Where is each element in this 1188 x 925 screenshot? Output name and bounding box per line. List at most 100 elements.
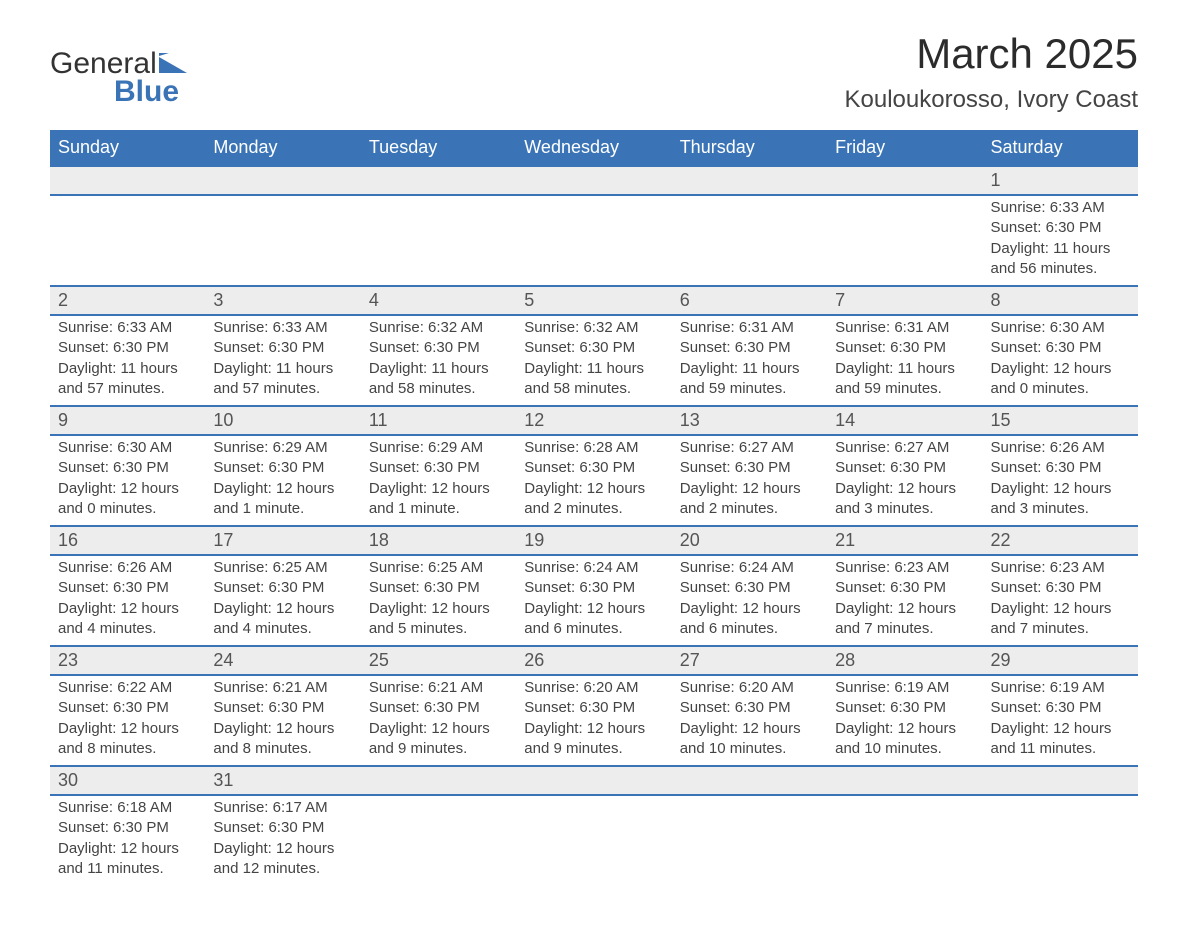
sunset-line: Sunset: 6:30 PM	[58, 458, 197, 478]
details-row: Sunrise: 6:18 AMSunset: 6:30 PMDaylight:…	[50, 795, 1138, 885]
day-number: 13	[672, 407, 827, 434]
sunrise-line: Sunrise: 6:33 AM	[58, 318, 197, 338]
daylight-line: Daylight: 12 hours and 11 minutes.	[58, 839, 197, 880]
day-cell-details: Sunrise: 6:24 AMSunset: 6:30 PMDaylight:…	[516, 555, 671, 646]
sunrise-line: Sunrise: 6:29 AM	[213, 438, 352, 458]
day-number: 2	[50, 287, 205, 314]
day-number: 14	[827, 407, 982, 434]
day-number: 23	[50, 647, 205, 674]
day-details: Sunrise: 6:20 AMSunset: 6:30 PMDaylight:…	[516, 676, 671, 765]
daynum-row: 3031	[50, 766, 1138, 795]
logo-word-2: Blue	[50, 76, 187, 108]
day-cell-num: 17	[205, 526, 360, 555]
sunrise-line: Sunrise: 6:17 AM	[213, 798, 352, 818]
sunset-line: Sunset: 6:30 PM	[369, 338, 508, 358]
day-number: 1	[983, 167, 1138, 194]
day-details: Sunrise: 6:31 AMSunset: 6:30 PMDaylight:…	[672, 316, 827, 405]
day-number: 5	[516, 287, 671, 314]
day-cell-num	[516, 766, 671, 795]
sunset-line: Sunset: 6:30 PM	[680, 338, 819, 358]
sunrise-line: Sunrise: 6:26 AM	[58, 558, 197, 578]
day-cell-details: Sunrise: 6:19 AMSunset: 6:30 PMDaylight:…	[983, 675, 1138, 766]
weekday-header: Thursday	[672, 130, 827, 166]
daylight-line: Daylight: 12 hours and 8 minutes.	[58, 719, 197, 760]
daylight-line: Daylight: 12 hours and 12 minutes.	[213, 839, 352, 880]
details-row: Sunrise: 6:33 AMSunset: 6:30 PMDaylight:…	[50, 195, 1138, 286]
sunrise-line: Sunrise: 6:24 AM	[680, 558, 819, 578]
day-cell-details	[516, 195, 671, 286]
sunrise-line: Sunrise: 6:21 AM	[369, 678, 508, 698]
sunrise-line: Sunrise: 6:32 AM	[524, 318, 663, 338]
weekday-header: Tuesday	[361, 130, 516, 166]
day-number: 10	[205, 407, 360, 434]
day-cell-num: 11	[361, 406, 516, 435]
daynum-row: 1	[50, 166, 1138, 195]
day-details: Sunrise: 6:33 AMSunset: 6:30 PMDaylight:…	[50, 316, 205, 405]
day-cell-num: 9	[50, 406, 205, 435]
calendar-body: 1 Sunrise: 6:33 AMSunset: 6:30 PMDayligh…	[50, 166, 1138, 885]
sunset-line: Sunset: 6:30 PM	[58, 818, 197, 838]
day-details: Sunrise: 6:33 AMSunset: 6:30 PMDaylight:…	[983, 196, 1138, 285]
day-cell-details	[361, 195, 516, 286]
daylight-line: Daylight: 12 hours and 0 minutes.	[58, 479, 197, 520]
day-cell-details	[516, 795, 671, 885]
day-details: Sunrise: 6:20 AMSunset: 6:30 PMDaylight:…	[672, 676, 827, 765]
details-row: Sunrise: 6:22 AMSunset: 6:30 PMDaylight:…	[50, 675, 1138, 766]
sunrise-line: Sunrise: 6:26 AM	[991, 438, 1130, 458]
day-cell-num: 29	[983, 646, 1138, 675]
month-title: March 2025	[845, 30, 1138, 78]
day-cell-num	[361, 766, 516, 795]
day-number: 28	[827, 647, 982, 674]
day-number: 27	[672, 647, 827, 674]
day-details: Sunrise: 6:31 AMSunset: 6:30 PMDaylight:…	[827, 316, 982, 405]
day-cell-details: Sunrise: 6:33 AMSunset: 6:30 PMDaylight:…	[50, 315, 205, 406]
day-details: Sunrise: 6:32 AMSunset: 6:30 PMDaylight:…	[516, 316, 671, 405]
day-number: 22	[983, 527, 1138, 554]
sunset-line: Sunset: 6:30 PM	[524, 698, 663, 718]
day-cell-num: 19	[516, 526, 671, 555]
sunrise-line: Sunrise: 6:27 AM	[680, 438, 819, 458]
daylight-line: Daylight: 12 hours and 2 minutes.	[524, 479, 663, 520]
day-cell-details: Sunrise: 6:33 AMSunset: 6:30 PMDaylight:…	[205, 315, 360, 406]
day-cell-num: 31	[205, 766, 360, 795]
day-number: 12	[516, 407, 671, 434]
day-cell-details: Sunrise: 6:25 AMSunset: 6:30 PMDaylight:…	[361, 555, 516, 646]
sunrise-line: Sunrise: 6:25 AM	[369, 558, 508, 578]
weekday-header: Wednesday	[516, 130, 671, 166]
sunset-line: Sunset: 6:30 PM	[58, 578, 197, 598]
day-cell-details: Sunrise: 6:21 AMSunset: 6:30 PMDaylight:…	[361, 675, 516, 766]
day-cell-num: 5	[516, 286, 671, 315]
sunset-line: Sunset: 6:30 PM	[213, 578, 352, 598]
daylight-line: Daylight: 12 hours and 3 minutes.	[835, 479, 974, 520]
day-number: 17	[205, 527, 360, 554]
day-cell-num: 23	[50, 646, 205, 675]
sunrise-line: Sunrise: 6:33 AM	[991, 198, 1130, 218]
day-cell-details: Sunrise: 6:32 AMSunset: 6:30 PMDaylight:…	[516, 315, 671, 406]
day-cell-num	[827, 166, 982, 195]
day-details: Sunrise: 6:21 AMSunset: 6:30 PMDaylight:…	[205, 676, 360, 765]
day-cell-details	[672, 195, 827, 286]
day-cell-details: Sunrise: 6:24 AMSunset: 6:30 PMDaylight:…	[672, 555, 827, 646]
calendar-table: SundayMondayTuesdayWednesdayThursdayFrid…	[50, 130, 1138, 885]
sunset-line: Sunset: 6:30 PM	[524, 458, 663, 478]
day-cell-details: Sunrise: 6:30 AMSunset: 6:30 PMDaylight:…	[983, 315, 1138, 406]
day-cell-num	[516, 166, 671, 195]
day-cell-details: Sunrise: 6:30 AMSunset: 6:30 PMDaylight:…	[50, 435, 205, 526]
day-cell-details: Sunrise: 6:29 AMSunset: 6:30 PMDaylight:…	[361, 435, 516, 526]
daylight-line: Daylight: 12 hours and 1 minute.	[369, 479, 508, 520]
day-cell-num: 4	[361, 286, 516, 315]
day-cell-details: Sunrise: 6:22 AMSunset: 6:30 PMDaylight:…	[50, 675, 205, 766]
day-cell-num: 26	[516, 646, 671, 675]
day-details: Sunrise: 6:29 AMSunset: 6:30 PMDaylight:…	[205, 436, 360, 525]
day-details: Sunrise: 6:28 AMSunset: 6:30 PMDaylight:…	[516, 436, 671, 525]
day-cell-num: 14	[827, 406, 982, 435]
day-cell-details: Sunrise: 6:31 AMSunset: 6:30 PMDaylight:…	[672, 315, 827, 406]
day-cell-details: Sunrise: 6:29 AMSunset: 6:30 PMDaylight:…	[205, 435, 360, 526]
sunset-line: Sunset: 6:30 PM	[213, 458, 352, 478]
day-cell-num: 16	[50, 526, 205, 555]
day-details: Sunrise: 6:19 AMSunset: 6:30 PMDaylight:…	[827, 676, 982, 765]
day-details: Sunrise: 6:23 AMSunset: 6:30 PMDaylight:…	[827, 556, 982, 645]
daynum-row: 2345678	[50, 286, 1138, 315]
daylight-line: Daylight: 11 hours and 56 minutes.	[991, 239, 1130, 280]
sunset-line: Sunset: 6:30 PM	[991, 578, 1130, 598]
